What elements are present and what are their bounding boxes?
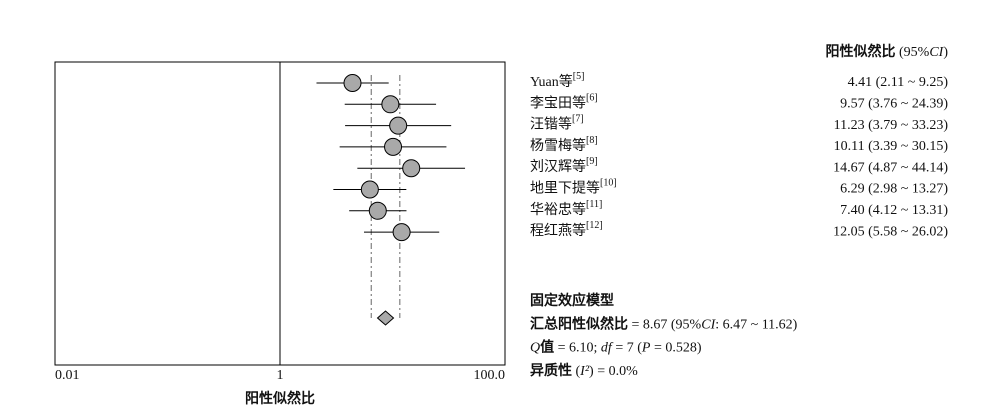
summary-text: 汇总阳性似然比 = 8.67 (95%CI: 6.47 ~ 11.62) (530, 316, 798, 333)
x-tick-label: 100.0 (474, 368, 506, 383)
study-ref: [9] (586, 156, 598, 167)
estimate-marker (343, 74, 362, 92)
text-segment: CI (701, 318, 716, 333)
study-value-label: 4.41 (2.11 ~ 9.25) (848, 75, 949, 90)
study-value-label: 12.05 (5.58 ~ 26.02) (833, 224, 948, 239)
study-name: 程红燕等 (530, 222, 586, 239)
text-segment: = 6.10; (554, 341, 601, 356)
study-name: 刘汉辉等 (530, 158, 586, 175)
estimate-marker (384, 137, 403, 156)
study-label: 刘汉辉等[9] (530, 156, 598, 175)
study-label: 程红燕等[12] (530, 220, 603, 239)
text-segment: = 0.528) (650, 341, 701, 356)
text-segment: ( (572, 364, 581, 379)
summary-text: Q值 = 6.10; df = 7 (P = 0.528) (530, 339, 702, 356)
summary-diamond (376, 310, 395, 326)
study-name: Yuan等 (530, 73, 573, 90)
text-segment: Q (530, 341, 540, 356)
study-name: 汪锴等 (530, 116, 572, 133)
study-label: Yuan等[5] (530, 71, 584, 90)
text-segment: ) (943, 45, 948, 60)
text-segment: df (601, 341, 614, 356)
study-label: 李宝田等[6] (530, 93, 598, 112)
study-label: 汪锴等[7] (530, 114, 584, 133)
text-segment: 阳性似然比 (826, 43, 896, 60)
study-ref: [5] (573, 71, 585, 82)
estimate-marker (360, 180, 379, 199)
study-ref: [12] (586, 220, 603, 231)
study-ref: [7] (572, 114, 584, 125)
estimate-marker (389, 116, 408, 135)
study-ref: [8] (586, 135, 598, 146)
estimate-marker (392, 223, 411, 242)
study-ref: [6] (586, 93, 598, 104)
study-value-label: 6.29 (2.98 ~ 13.27) (840, 182, 948, 197)
summary-text: 固定效应模型 (530, 292, 614, 309)
study-label: 华裕忠等[11] (530, 199, 602, 218)
study-value-label: 9.57 (3.76 ~ 24.39) (840, 97, 948, 112)
summary-text: 异质性 (I²) = 0.0% (530, 362, 638, 379)
text-segment: = 8.67 (95% (628, 318, 702, 333)
text-segment: I² (579, 364, 590, 379)
study-value-label: 7.40 (4.12 ~ 13.31) (840, 203, 948, 218)
study-label: 杨雪梅等[8] (530, 135, 598, 154)
study-ref: [10] (600, 178, 617, 189)
text-segment: (95% (896, 45, 930, 60)
x-axis-label: 阳性似然比 (245, 390, 315, 407)
study-name: 地里下提等 (530, 180, 600, 197)
text-segment: 汇总阳性似然比 (530, 316, 628, 333)
study-ref: [11] (586, 199, 602, 210)
estimate-marker (381, 95, 400, 114)
text-segment: = 7 ( (612, 341, 642, 356)
estimate-marker (402, 159, 421, 178)
study-value-label: 14.67 (4.87 ~ 44.14) (833, 160, 948, 175)
column-header: 阳性似然比 (95%CI) (826, 43, 949, 60)
text-segment: 固定效应模型 (530, 292, 614, 309)
text-segment: ) = 0.0% (589, 364, 638, 379)
text-segment: 异质性 (530, 362, 572, 379)
estimate-marker (368, 201, 387, 220)
text-segment: P (641, 341, 651, 356)
study-name: 杨雪梅等 (530, 137, 586, 154)
study-value-label: 10.11 (3.39 ~ 30.15) (834, 139, 949, 154)
study-name: 李宝田等 (530, 95, 586, 112)
text-segment: 值 (540, 339, 554, 356)
study-label: 地里下提等[10] (530, 178, 617, 197)
x-tick-label: 1 (277, 368, 284, 383)
text-segment: : 6.47 ~ 11.62) (715, 318, 797, 333)
x-tick-label: 0.01 (55, 368, 80, 383)
study-name: 华裕忠等 (530, 201, 586, 218)
text-segment: CI (929, 45, 944, 60)
study-value-label: 11.23 (3.79 ~ 33.23) (834, 118, 949, 133)
